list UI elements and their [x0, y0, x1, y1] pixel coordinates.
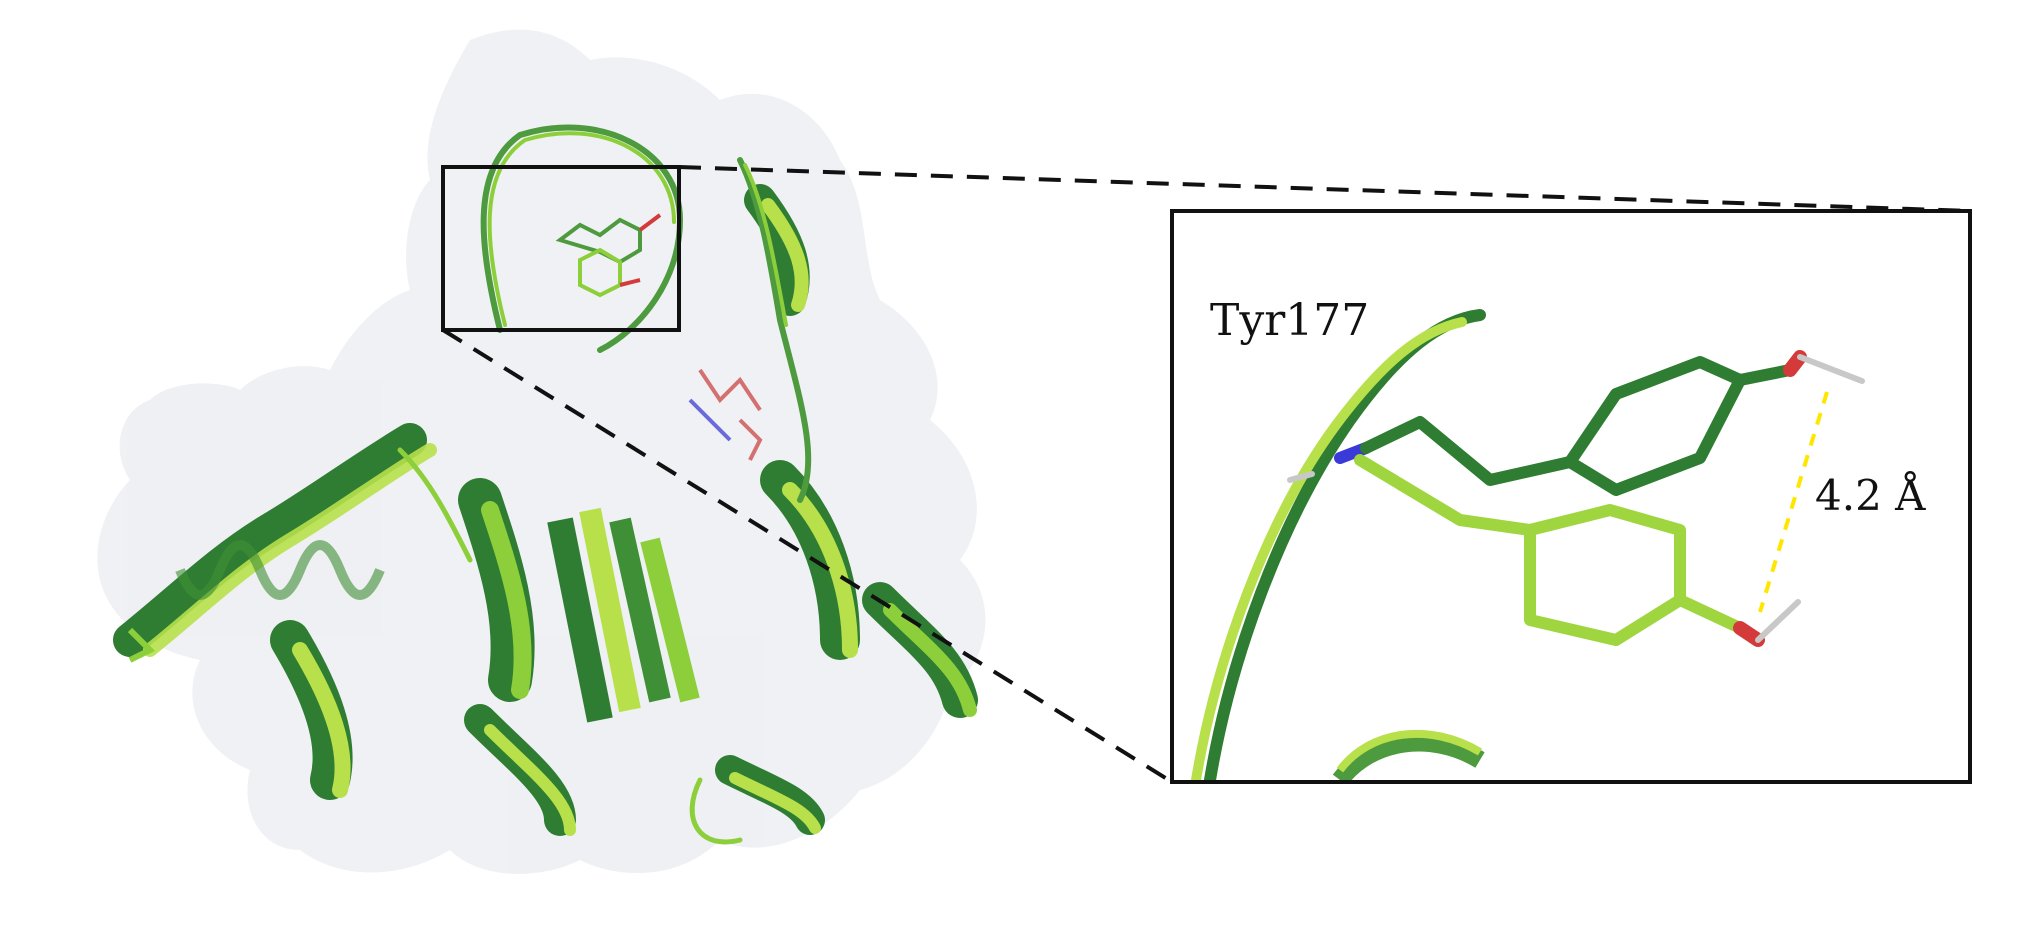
ligand-sticks: [688, 368, 763, 461]
lower-ribbon: [1332, 733, 1485, 780]
helix-center: [458, 478, 535, 702]
lower-ribbon-light: [1336, 729, 1483, 773]
molecular-surface: [97, 29, 986, 874]
hydrogen-light: [1755, 599, 1801, 643]
tyr177-dark-conformer: [1360, 356, 1796, 496]
helix-upper-right: [744, 184, 810, 316]
tyr177-light-conformer: [1354, 454, 1746, 646]
residue-label: Tyr177: [1210, 295, 1369, 346]
zoom-inset: Tyr177 4.2 Å: [1170, 209, 1972, 784]
helix-right-lower: [862, 582, 978, 718]
distance-line: [1758, 391, 1829, 613]
helix-bottom-center: [464, 704, 576, 836]
hydrogen-n: [1287, 471, 1315, 483]
zoom-region-box: [441, 165, 681, 332]
hydrogen-dark: [1797, 354, 1865, 384]
helix-bottom-left: [270, 620, 353, 800]
connector-top: [678, 165, 1971, 213]
protein-overview: [97, 29, 986, 874]
tyr177-overview: [555, 213, 662, 298]
backbone-light: [1191, 317, 1467, 780]
helix-bottom-right: [715, 755, 825, 835]
loops: [397, 124, 812, 845]
distance-label: 4.2 Å: [1815, 470, 1926, 520]
terminal-tail: [127, 627, 156, 663]
beta-sheet-center: [547, 507, 700, 723]
helix-left-long: [113, 423, 437, 657]
oxygen-light: [1733, 621, 1765, 647]
helix-right: [760, 460, 860, 660]
